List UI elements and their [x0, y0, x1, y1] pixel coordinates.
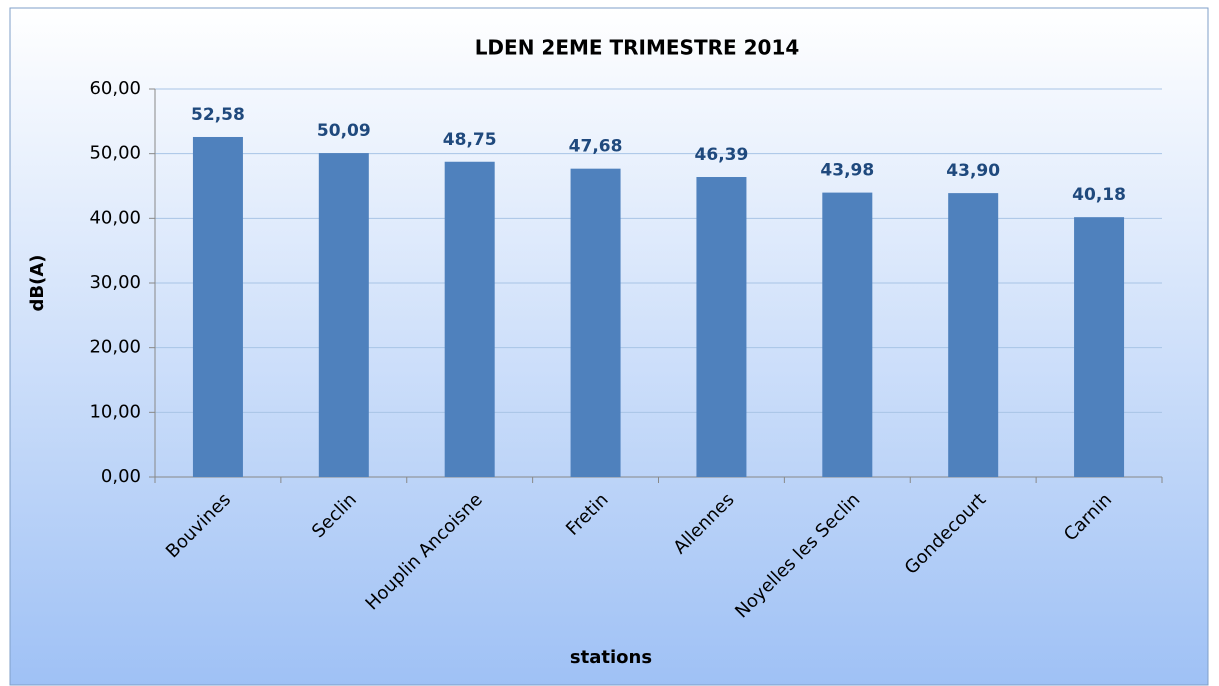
bar — [948, 193, 999, 477]
bar — [696, 177, 747, 477]
data-label: 43,98 — [820, 161, 874, 181]
bar — [318, 153, 369, 478]
chart-title: LDEN 2EME TRIMESTRE 2014 — [475, 36, 800, 60]
bar — [570, 168, 621, 478]
data-label: 47,68 — [569, 137, 623, 157]
bar — [1074, 217, 1125, 478]
bar — [822, 192, 873, 477]
bar — [192, 136, 243, 477]
y-tick-label: 20,00 — [89, 337, 141, 358]
y-axis-label: dB(A) — [27, 255, 48, 312]
data-label: 46,39 — [695, 145, 749, 165]
y-tick-label: 50,00 — [89, 143, 141, 164]
data-label: 48,75 — [443, 130, 497, 150]
y-tick-label: 40,00 — [89, 207, 141, 228]
data-label: 52,58 — [191, 105, 245, 125]
y-tick-label: 60,00 — [89, 78, 141, 99]
bar — [444, 161, 495, 477]
data-label: 50,09 — [317, 121, 371, 141]
y-tick-label: 10,00 — [89, 401, 141, 422]
data-label: 43,90 — [946, 161, 1000, 181]
y-tick-label: 30,00 — [89, 272, 141, 293]
data-label: 40,18 — [1072, 185, 1126, 205]
x-axis-label: stations — [570, 647, 652, 668]
y-tick-label: 0,00 — [101, 466, 141, 487]
